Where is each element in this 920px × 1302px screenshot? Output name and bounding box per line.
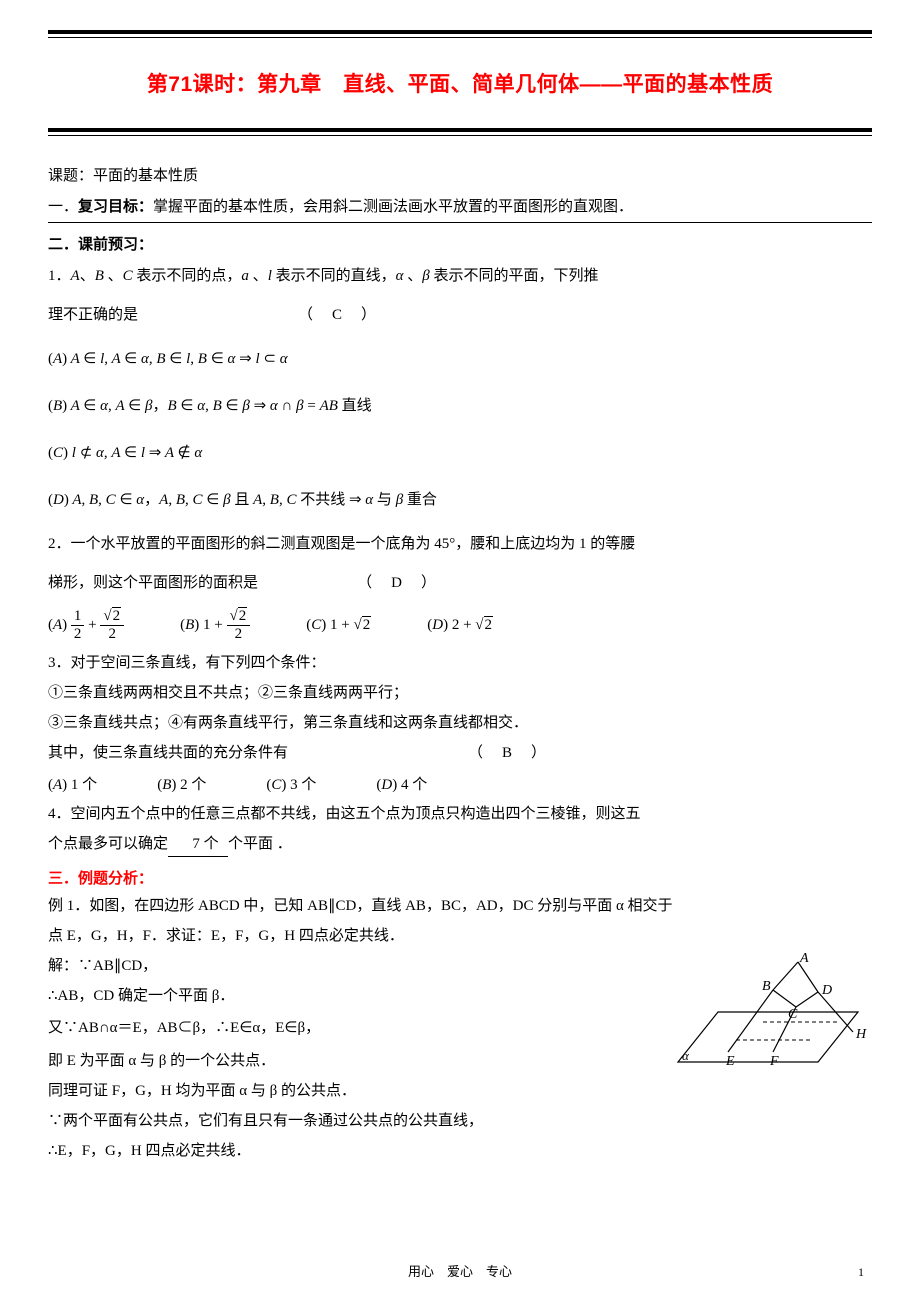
- q1-optB: (B) A ∈ α, A ∈ β，B ∈ α, B ∈ β ⇒ α ∩ β = …: [48, 387, 872, 426]
- q2D-sqrt: 2: [484, 616, 494, 633]
- q2C-1: 1: [330, 617, 338, 633]
- q2-optC: (C) 1 + 2: [306, 617, 371, 634]
- main-title: 第71课时：第九章 直线、平面、简单几何体——平面的基本性质: [48, 68, 872, 98]
- q1-t6: 、: [404, 268, 423, 284]
- q2C-sqrt: 2: [362, 616, 372, 633]
- q2-stem: 2．一个水平放置的平面图形的斜二测直观图是一个底角为 45°，腰和上底边均为 1…: [48, 528, 872, 561]
- q2A-sqrt: 2: [112, 607, 122, 624]
- q1-t5: 表示不同的直线，: [272, 268, 396, 284]
- q1-t1: 、: [80, 268, 95, 284]
- q4-text-b: 个点最多可以确定: [48, 836, 168, 852]
- q1-a: a: [241, 268, 249, 284]
- q1-t2: 、: [104, 268, 123, 284]
- subtitle: 课题：平面的基本性质: [48, 164, 872, 185]
- q4-text-c: 个平面 ．: [228, 836, 292, 852]
- q1-optA: (A) A ∈ l, A ∈ α, B ∈ l, B ∈ α ⇒ l ⊂ α: [48, 340, 872, 379]
- q2-line2: 梯形，则这个平面图形的面积是（ D ）: [48, 567, 872, 600]
- q2B-1: 1: [203, 617, 211, 633]
- q1-line2-text: 理不正确的是: [48, 307, 138, 323]
- section-3-head: 三．例题分析：: [48, 867, 872, 888]
- q1-alpha: α: [396, 268, 404, 284]
- figure-diagram: A B D C E F H α: [668, 952, 868, 1087]
- q3-c2: ③三条直线共点；④有两条直线平行，第三条直线和这两条直线都相交．: [48, 711, 872, 735]
- q1-optC: (C) l ⊄ α, A ∈ l ⇒ A ∉ α: [48, 434, 872, 473]
- q3-c3: 其中，使三条直线共面的充分条件有（ B ）: [48, 741, 872, 765]
- q3-stem: 3．对于空间三条直线，有下列四个条件：: [48, 651, 872, 675]
- footer-text: 用心 爱心 专心: [0, 1261, 920, 1280]
- top-header-rule: [48, 30, 872, 38]
- q2A-den1: 2: [71, 626, 85, 643]
- q3-c1: ①三条直线两两相交且不共点；②三条直线两两平行；: [48, 681, 872, 705]
- q1-t4: 、: [249, 268, 268, 284]
- fig-alpha: α: [682, 1048, 690, 1063]
- ex1-l9: ∴E，F，G，H 四点必定共线．: [48, 1139, 872, 1163]
- q2-optA: (A) 12 + 22: [48, 608, 124, 643]
- q1-beta: β: [422, 268, 429, 284]
- q1-optD: (D) A, B, C ∈ α，A, B, C ∈ β 且 A, B, C 不共…: [48, 481, 872, 520]
- q3-c3-text: 其中，使三条直线共面的充分条件有: [48, 745, 288, 761]
- fig-C: C: [788, 1007, 798, 1022]
- q1-line2: 理不正确的是（ C ）: [48, 299, 872, 332]
- fig-B: B: [762, 979, 771, 994]
- fig-E: E: [725, 1054, 735, 1069]
- fig-A: A: [799, 952, 809, 966]
- q2A-den2: 2: [100, 626, 124, 643]
- mid-header-rule: [48, 128, 872, 136]
- q2-optB: (B) 1 + 22: [180, 608, 250, 643]
- q1-t3: 表示不同的点，: [133, 268, 242, 284]
- section-1-label: 复习目标：: [78, 199, 153, 215]
- section-1-underline: [48, 222, 872, 223]
- q2-answer: （ D ）: [258, 567, 438, 600]
- q1-num: 1．: [48, 268, 71, 284]
- q2-options: (A) 12 + 22 (B) 1 + 22 (C) 1 + 2 (D) 2 +…: [48, 608, 872, 643]
- ex1-l8: ∵两个平面有公共点，它们有且只有一条通过公共点的公共直线，: [48, 1109, 872, 1133]
- section-1-num: 一．: [48, 199, 78, 215]
- page-number: 1: [858, 1265, 864, 1280]
- section-1-text: 掌握平面的基本性质，会用斜二测画法画水平放置的平面图形的直观图．: [153, 199, 633, 215]
- fig-F: F: [769, 1054, 779, 1069]
- q4-blank: 7 个: [168, 832, 228, 857]
- q3-options: (A) 1 个 (B) 2 个 (C) 3 个 (D) 4 个: [48, 773, 872, 794]
- section-1-head: 一．复习目标：掌握平面的基本性质，会用斜二测画法画水平放置的平面图形的直观图．: [48, 195, 872, 216]
- q3-answer: （ B ）: [288, 741, 548, 765]
- q4-stem-b: 个点最多可以确定 7 个 个平面 ．: [48, 832, 872, 857]
- q2B-den: 2: [227, 626, 251, 643]
- q1-answer: （ C ）: [138, 299, 378, 332]
- ex1-l2: 点 E，G，H，F．求证：E，F，G，H 四点必定共线．: [48, 924, 508, 948]
- q1-t7: 表示不同的平面，下列推: [430, 268, 599, 284]
- q1-C: C: [123, 268, 133, 284]
- fig-D: D: [821, 983, 832, 998]
- q1-A: A: [71, 268, 80, 284]
- section-2-head: 二．课前预习：: [48, 233, 872, 254]
- q2A-num1: 1: [71, 608, 85, 626]
- q2-line2-text: 梯形，则这个平面图形的面积是: [48, 575, 258, 591]
- fig-H: H: [855, 1027, 867, 1042]
- ex1-l1: 例 1．如图，在四边形 ABCD 中，已知 AB∥CD，直线 AB，BC，AD，…: [48, 894, 872, 918]
- q4-stem-a: 4．空间内五个点中的任意三点都不共线，由这五个点为顶点只构造出四个三棱锥，则这五: [48, 802, 872, 826]
- q1-stem: 1．A、B 、C 表示不同的点，a 、l 表示不同的直线，α 、β 表示不同的平…: [48, 260, 872, 293]
- q1-B: B: [95, 268, 104, 284]
- q2-optD: (D) 2 + 2: [427, 617, 493, 634]
- q2B-sqrt: 2: [238, 607, 248, 624]
